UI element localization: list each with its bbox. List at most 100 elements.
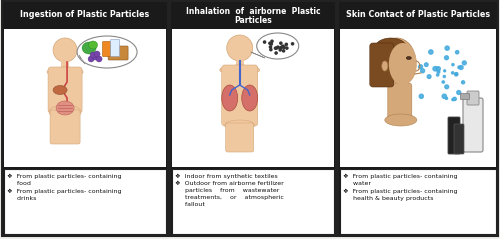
Ellipse shape bbox=[56, 101, 74, 115]
Circle shape bbox=[280, 46, 282, 48]
Circle shape bbox=[280, 42, 282, 44]
Circle shape bbox=[444, 76, 446, 77]
Circle shape bbox=[445, 85, 448, 89]
Circle shape bbox=[454, 73, 458, 76]
Text: Skin Contact of Plastic Particles: Skin Contact of Plastic Particles bbox=[346, 10, 490, 18]
Circle shape bbox=[92, 54, 98, 60]
FancyBboxPatch shape bbox=[226, 123, 254, 152]
Circle shape bbox=[420, 69, 424, 73]
Circle shape bbox=[282, 50, 284, 52]
Polygon shape bbox=[250, 52, 264, 58]
Ellipse shape bbox=[389, 43, 417, 85]
Circle shape bbox=[279, 49, 281, 51]
Circle shape bbox=[436, 67, 440, 71]
Circle shape bbox=[445, 46, 449, 50]
Ellipse shape bbox=[406, 56, 412, 60]
Ellipse shape bbox=[378, 38, 416, 86]
Bar bbox=[4, 29, 166, 167]
Circle shape bbox=[452, 72, 454, 74]
Circle shape bbox=[269, 42, 271, 44]
Bar bbox=[4, 169, 166, 234]
Ellipse shape bbox=[220, 65, 260, 75]
Circle shape bbox=[285, 43, 288, 45]
Text: Ingestion of Plastic Particles: Ingestion of Plastic Particles bbox=[20, 10, 150, 18]
FancyBboxPatch shape bbox=[48, 67, 82, 113]
Bar bbox=[340, 169, 496, 234]
Circle shape bbox=[274, 47, 276, 49]
Circle shape bbox=[226, 35, 252, 61]
Text: ❖  From plastic particles- containing
     food
❖  From plastic particles- conta: ❖ From plastic particles- containing foo… bbox=[7, 174, 121, 201]
Circle shape bbox=[444, 56, 448, 60]
Circle shape bbox=[270, 46, 272, 48]
Circle shape bbox=[94, 51, 100, 57]
Circle shape bbox=[419, 94, 424, 98]
Ellipse shape bbox=[47, 67, 83, 77]
Bar bbox=[172, 169, 334, 234]
FancyBboxPatch shape bbox=[463, 98, 483, 152]
Ellipse shape bbox=[224, 120, 254, 130]
Circle shape bbox=[270, 43, 272, 45]
Circle shape bbox=[53, 38, 77, 62]
Ellipse shape bbox=[53, 86, 67, 94]
Circle shape bbox=[458, 66, 460, 69]
Circle shape bbox=[428, 50, 433, 54]
FancyBboxPatch shape bbox=[388, 83, 412, 119]
FancyBboxPatch shape bbox=[460, 93, 469, 99]
FancyBboxPatch shape bbox=[222, 65, 258, 126]
Polygon shape bbox=[79, 55, 85, 64]
Text: ❖  Indoor from synthetic textiles
❖  Outdoor from airborne fertilizer
     parti: ❖ Indoor from synthetic textiles ❖ Outdo… bbox=[175, 174, 284, 207]
Ellipse shape bbox=[385, 114, 417, 126]
FancyBboxPatch shape bbox=[370, 43, 394, 87]
FancyBboxPatch shape bbox=[454, 124, 464, 154]
FancyBboxPatch shape bbox=[110, 39, 120, 56]
FancyBboxPatch shape bbox=[108, 46, 128, 60]
Circle shape bbox=[446, 97, 448, 99]
Circle shape bbox=[427, 75, 431, 78]
Circle shape bbox=[457, 91, 460, 94]
Ellipse shape bbox=[88, 41, 98, 49]
Circle shape bbox=[424, 63, 428, 66]
Circle shape bbox=[264, 41, 266, 43]
Bar bbox=[340, 29, 496, 167]
Circle shape bbox=[452, 64, 454, 66]
Ellipse shape bbox=[82, 42, 96, 54]
Circle shape bbox=[88, 56, 94, 62]
Ellipse shape bbox=[49, 105, 81, 119]
Circle shape bbox=[282, 45, 284, 47]
Circle shape bbox=[456, 51, 459, 54]
Circle shape bbox=[452, 98, 454, 101]
Circle shape bbox=[418, 65, 422, 69]
FancyBboxPatch shape bbox=[448, 117, 460, 154]
Text: ❖  From plastic particles- containing
     water
❖  From plastic particles- cont: ❖ From plastic particles- containing wat… bbox=[343, 174, 458, 201]
Circle shape bbox=[270, 49, 272, 51]
Bar bbox=[338, 1, 498, 236]
Ellipse shape bbox=[222, 85, 238, 111]
Circle shape bbox=[276, 47, 278, 49]
Bar bbox=[172, 29, 334, 167]
Ellipse shape bbox=[382, 61, 388, 71]
FancyBboxPatch shape bbox=[102, 42, 110, 56]
Circle shape bbox=[96, 56, 102, 62]
Circle shape bbox=[286, 47, 288, 49]
Circle shape bbox=[436, 74, 439, 76]
Circle shape bbox=[462, 81, 464, 84]
Ellipse shape bbox=[256, 33, 298, 59]
Text: Inhalation  of  airborne  Plastic: Inhalation of airborne Plastic bbox=[186, 6, 320, 16]
FancyBboxPatch shape bbox=[50, 110, 80, 144]
Circle shape bbox=[442, 94, 446, 98]
Ellipse shape bbox=[375, 38, 407, 58]
Bar bbox=[2, 1, 168, 236]
Circle shape bbox=[444, 70, 446, 72]
Circle shape bbox=[277, 46, 279, 48]
Bar bbox=[236, 60, 244, 68]
Circle shape bbox=[462, 61, 466, 65]
Circle shape bbox=[453, 97, 456, 101]
Circle shape bbox=[271, 40, 273, 42]
Circle shape bbox=[90, 52, 96, 58]
Circle shape bbox=[283, 46, 285, 49]
Text: Particles: Particles bbox=[234, 16, 272, 25]
Circle shape bbox=[292, 43, 294, 45]
Bar bbox=[170, 1, 336, 236]
Circle shape bbox=[275, 52, 277, 54]
Ellipse shape bbox=[242, 85, 258, 111]
